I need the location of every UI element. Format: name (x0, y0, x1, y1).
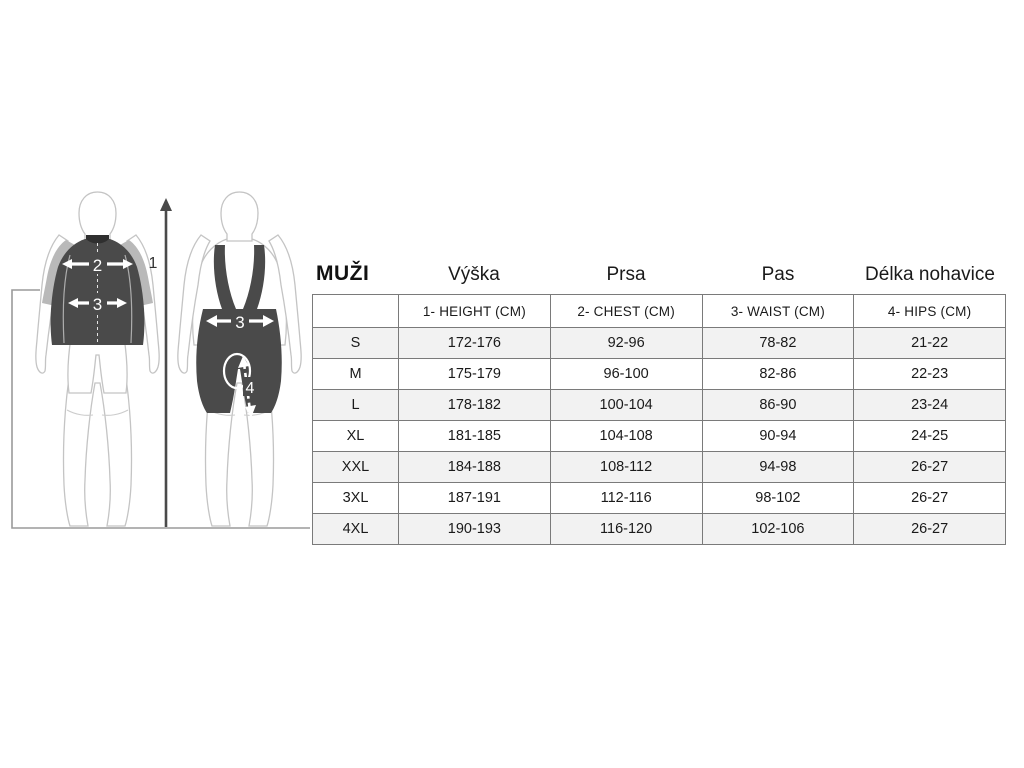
table-row: XL 181-185 104-108 90-94 24-25 (312, 420, 1006, 452)
cell-waist: 98-102 (701, 482, 855, 514)
cell-hips: 23-24 (853, 389, 1006, 421)
cell-height: 190-193 (398, 513, 551, 545)
cell-chest: 92-96 (549, 327, 703, 359)
hips-leg-measure-arrow: 4 (238, 356, 257, 418)
cell-height: 175-179 (398, 358, 551, 390)
column-header-chest: 2- CHEST (CM) (549, 294, 703, 328)
cell-chest: 108-112 (549, 451, 703, 483)
front-body-figure-jersey: 2 3 (35, 191, 160, 527)
table-row: L 178-182 100-104 86-90 23-24 (312, 389, 1006, 421)
cell-waist: 94-98 (701, 451, 855, 483)
size-table: 1- HEIGHT (CM) 2- CHEST (CM) 3- WAIST (C… (312, 294, 1006, 545)
size-table-body: S 172-176 92-96 78-82 21-22 M 175-179 96… (312, 327, 1006, 545)
cz-header-height: Výška (448, 264, 500, 285)
cell-hips: 22-23 (853, 358, 1006, 390)
cell-height: 178-182 (398, 389, 551, 421)
cell-hips: 26-27 (853, 513, 1006, 545)
table-row: 4XL 190-193 116-120 102-106 26-27 (312, 513, 1006, 545)
cz-header-chest: Prsa (606, 264, 646, 285)
size-table-head: 1- HEIGHT (CM) 2- CHEST (CM) 3- WAIST (C… (312, 294, 1006, 328)
chest-marker-label: 2 (93, 256, 102, 275)
figures-svg: 2 3 1 (11, 191, 310, 529)
table-title: MUŽI (316, 262, 370, 285)
column-header-height: 1- HEIGHT (CM) (398, 294, 551, 328)
cell-waist: 90-94 (701, 420, 855, 452)
cell-chest: 116-120 (549, 513, 703, 545)
cell-chest: 104-108 (549, 420, 703, 452)
back-body-figure-bibshorts: 3 4 (177, 191, 302, 527)
hips-marker-label: 4 (246, 380, 255, 397)
table-row: S 172-176 92-96 78-82 21-22 (312, 327, 1006, 359)
cell-size: XL (312, 420, 399, 452)
cell-size: L (312, 389, 399, 421)
height-marker-label: 1 (149, 255, 158, 272)
column-header-hips: 4- HIPS (CM) (853, 294, 1006, 328)
table-row: 3XL 187-191 112-116 98-102 26-27 (312, 482, 1006, 514)
cell-waist: 102-106 (701, 513, 855, 545)
column-header-size (312, 294, 399, 328)
cell-height: 184-188 (398, 451, 551, 483)
size-table-region: MUŽI Výška Prsa Pas Délka nohavice 1- HE… (312, 240, 1006, 545)
cz-header-hips: Délka nohavice (865, 264, 995, 285)
cell-size: S (312, 327, 399, 359)
cell-chest: 100-104 (549, 389, 703, 421)
chest-measure-arrow: 2 (62, 254, 133, 275)
cell-waist: 82-86 (701, 358, 855, 390)
cell-size: M (312, 358, 399, 390)
waist-measure-arrow-front: 3 (68, 293, 127, 314)
cell-hips: 21-22 (853, 327, 1006, 359)
waist-marker-label: 3 (93, 295, 102, 314)
cell-chest: 112-116 (549, 482, 703, 514)
cell-hips: 26-27 (853, 451, 1006, 483)
waist-measure-arrow-back: 3 (206, 310, 274, 332)
cell-height: 181-185 (398, 420, 551, 452)
table-row: M 175-179 96-100 82-86 22-23 (312, 358, 1006, 390)
cell-size: 3XL (312, 482, 399, 514)
cell-height: 172-176 (398, 327, 551, 359)
height-measure-arrow: 1 (149, 198, 172, 527)
cell-hips: 24-25 (853, 420, 1006, 452)
measurement-bracket (11, 289, 310, 529)
cell-size: XXL (312, 451, 399, 483)
cz-header-waist: Pas (761, 264, 795, 285)
cell-hips: 26-27 (853, 482, 1006, 514)
table-row: XXL 184-188 108-112 94-98 26-27 (312, 451, 1006, 483)
table-header-row: 1- HEIGHT (CM) 2- CHEST (CM) 3- WAIST (C… (312, 294, 1006, 328)
cell-size: 4XL (312, 513, 399, 545)
cell-chest: 96-100 (549, 358, 703, 390)
czech-header-row: MUŽI Výška Prsa Pas Délka nohavice (312, 240, 1006, 288)
cell-waist: 78-82 (701, 327, 855, 359)
cell-waist: 86-90 (701, 389, 855, 421)
cell-height: 187-191 (398, 482, 551, 514)
waist-back-marker-label: 3 (235, 313, 244, 332)
column-header-waist: 3- WAIST (CM) (701, 294, 855, 328)
measurement-figures-panel: 2 3 1 (0, 185, 312, 540)
